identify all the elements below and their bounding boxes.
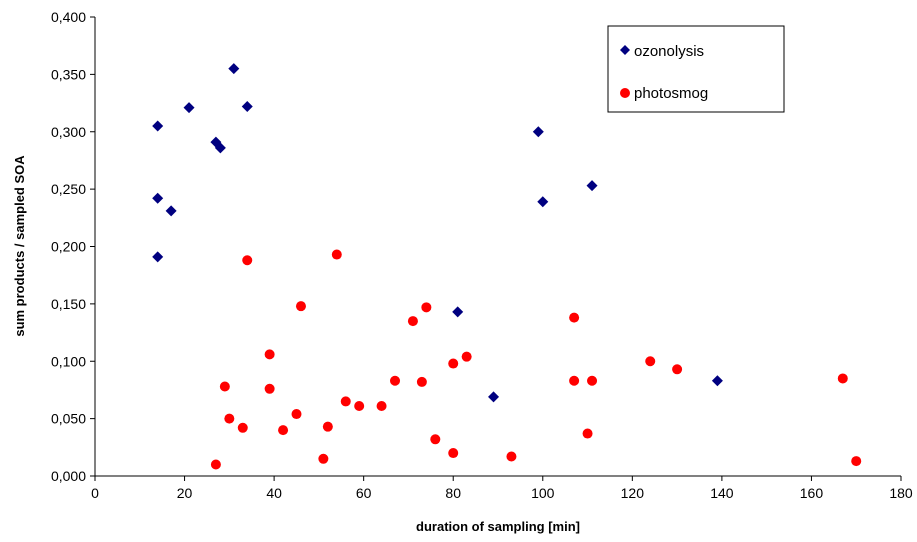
ozonolysis-point: [165, 205, 177, 217]
photosmog-point: [219, 381, 230, 392]
photosmog-point: [582, 428, 593, 439]
ozonolysis-point: [152, 120, 164, 132]
photosmog-point: [506, 451, 517, 462]
ozonolysis-point: [586, 180, 598, 192]
photosmog-point: [587, 375, 598, 386]
legend-label-photosmog: photosmog: [634, 85, 708, 102]
ozonolysis-point: [183, 102, 195, 114]
photosmog-point: [278, 425, 289, 436]
legend: ozonolysis photosmog: [607, 25, 785, 113]
photosmog-point: [407, 316, 418, 327]
x-tick-label: 160: [800, 485, 824, 501]
ozonolysis-point: [214, 142, 226, 154]
photosmog-point: [322, 421, 333, 432]
photosmog-point: [376, 401, 387, 412]
ozonolysis-point: [711, 375, 723, 387]
photosmog-point: [421, 302, 432, 313]
photosmog-point: [672, 364, 683, 375]
legend-circle-icon: [620, 88, 630, 98]
legend-label-ozonolysis: ozonolysis: [634, 43, 704, 60]
x-tick-label: 120: [621, 485, 645, 501]
ozonolysis-point: [152, 251, 164, 263]
photosmog-point: [224, 413, 235, 424]
y-tick-label: 0,150: [51, 296, 86, 312]
y-tick-label: 0,050: [51, 411, 86, 427]
x-axis-ticks: 0 20 40 60 80 100 120 140 160 180: [91, 476, 913, 501]
ozonolysis-point: [532, 126, 544, 138]
x-axis-title: duration of sampling [min]: [416, 519, 580, 534]
photosmog-point: [237, 422, 248, 433]
x-tick-label: 0: [91, 485, 99, 501]
legend-diamond-icon: [620, 45, 630, 55]
data-points: [152, 63, 862, 470]
y-tick-label: 0,300: [51, 124, 86, 140]
photosmog-point: [448, 358, 459, 369]
photosmog-point: [390, 375, 401, 386]
photosmog-point: [837, 373, 848, 384]
photosmog-point: [645, 356, 656, 367]
ozonolysis-point: [228, 63, 240, 75]
y-axis-title: sum products / sampled SOA: [12, 155, 27, 337]
y-tick-label: 0,400: [51, 9, 86, 25]
ozonolysis-point: [488, 391, 500, 403]
x-tick-label: 180: [889, 485, 913, 501]
photosmog-point: [569, 375, 580, 386]
y-axis-ticks: 0,000 0,050 0,100 0,150 0,200 0,250 0,300 0,350…: [51, 9, 95, 484]
x-tick-label: 20: [177, 485, 193, 501]
y-tick-label: 0,250: [51, 181, 86, 197]
photosmog-point: [210, 459, 221, 470]
photosmog-point: [569, 312, 580, 323]
photosmog-point: [461, 351, 472, 362]
photosmog-point: [430, 434, 441, 445]
ozonolysis-point: [152, 192, 164, 204]
legend-box: [607, 25, 785, 113]
x-tick-label: 40: [266, 485, 282, 501]
photosmog-point: [340, 396, 351, 407]
x-tick-label: 60: [356, 485, 372, 501]
photosmog-point: [264, 349, 275, 360]
photosmog-point: [291, 409, 302, 420]
ozonolysis-point: [241, 101, 253, 113]
photosmog-point: [242, 255, 253, 266]
y-tick-label: 0,000: [51, 468, 86, 484]
x-tick-label: 100: [531, 485, 555, 501]
photosmog-point: [851, 456, 862, 467]
photosmog-point: [295, 301, 306, 312]
ozonolysis-point: [537, 196, 549, 208]
x-tick-label: 140: [710, 485, 734, 501]
photosmog-point: [318, 453, 329, 464]
photosmog-point: [331, 249, 342, 260]
photosmog-point: [354, 401, 365, 412]
x-tick-label: 80: [445, 485, 461, 501]
ozonolysis-point: [452, 306, 464, 318]
y-tick-label: 0,200: [51, 239, 86, 255]
y-tick-label: 0,350: [51, 66, 86, 82]
photosmog-point: [448, 448, 459, 459]
y-tick-label: 0,100: [51, 353, 86, 369]
photosmog-point: [264, 383, 275, 394]
photosmog-point: [416, 376, 427, 387]
